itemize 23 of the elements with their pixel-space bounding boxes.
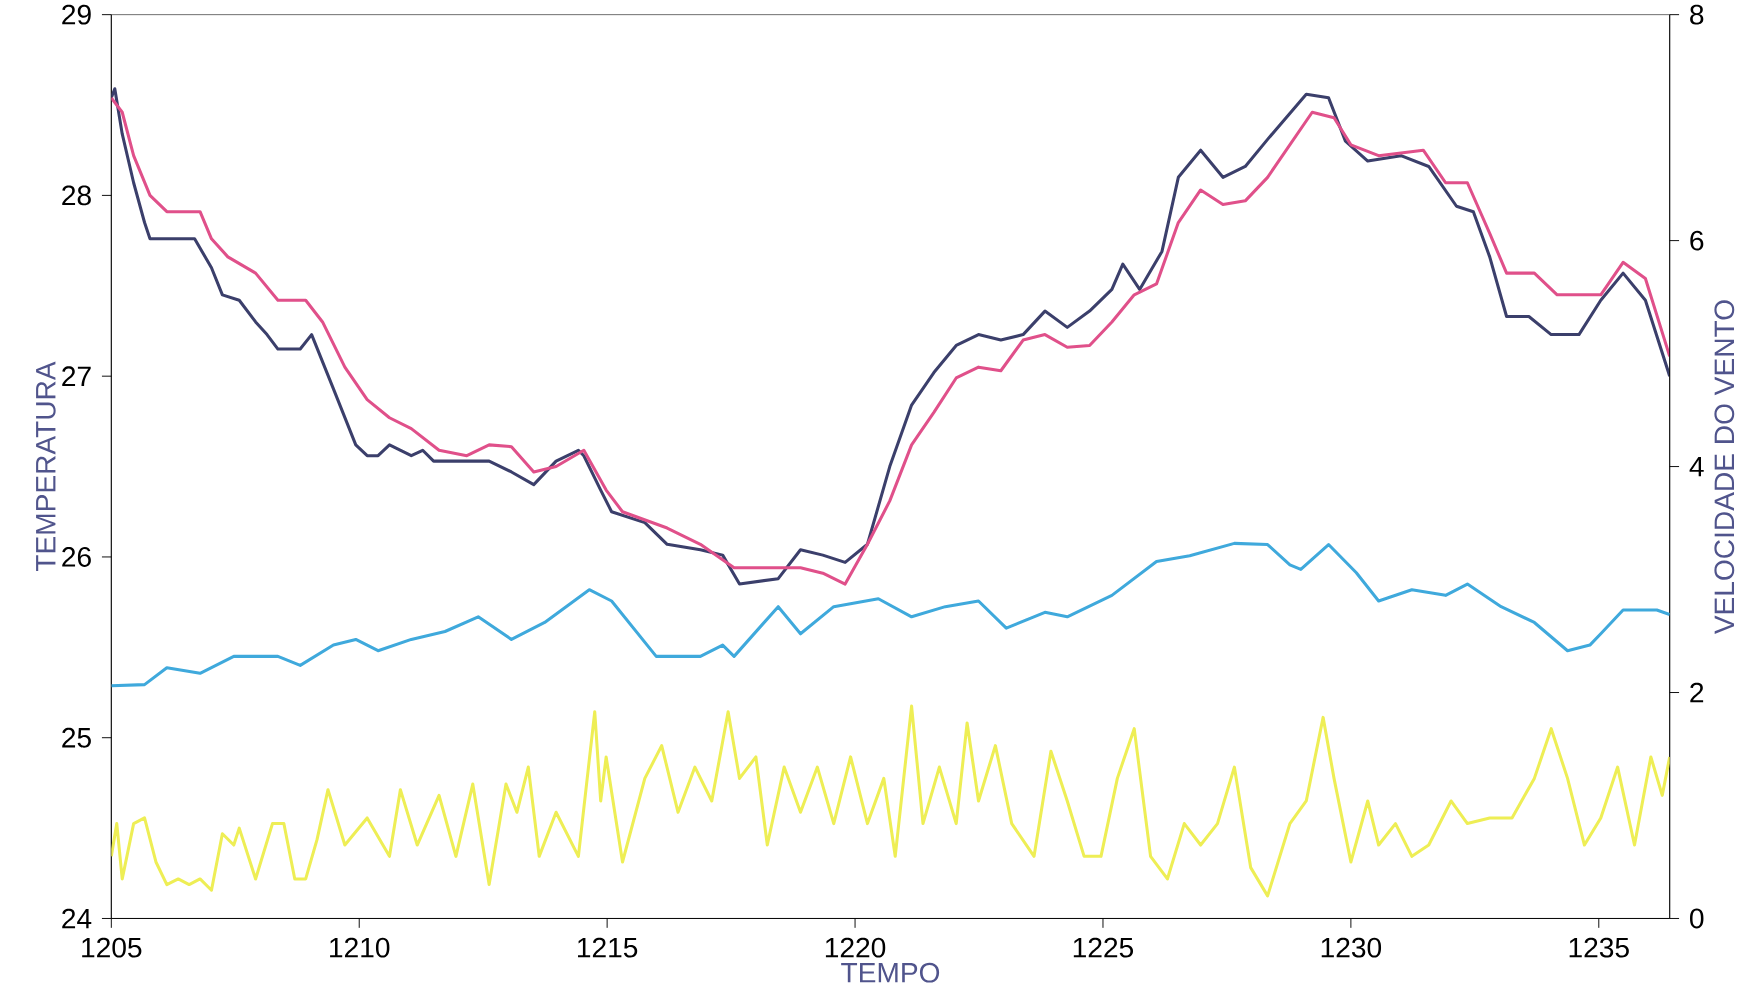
y-axis-title: TEMPERATURA: [36, 361, 56, 572]
x-axis-title: TEMPO: [841, 962, 940, 983]
x-tick-label: 1220: [825, 937, 886, 958]
y2-tick-label: 6: [1690, 230, 1704, 251]
line-series: [111, 704, 1670, 898]
y2-tick-label: 2: [1690, 682, 1704, 703]
line-series: [111, 541, 1670, 688]
y-tick-label: 28: [62, 185, 91, 206]
y2-tick-label: 8: [1690, 4, 1704, 25]
y2-tick-label: 0: [1690, 908, 1704, 929]
y2-axis-title: VELOCIDADE DO VENTO: [1714, 300, 1735, 635]
y-tick-label: 26: [62, 546, 91, 567]
y-tick-label: 25: [62, 727, 91, 748]
y-tick-label: 24: [62, 908, 92, 929]
x-tick-label: 1235: [1569, 937, 1629, 958]
y-tick-label: 29: [62, 4, 91, 25]
x-tick-label: 1210: [330, 937, 390, 958]
y2-tick-label: 4: [1689, 456, 1704, 477]
x-tick-label: 1225: [1073, 937, 1134, 958]
x-tick-label: 1230: [1321, 937, 1382, 958]
y-tick-label: 27: [62, 366, 91, 386]
x-tick-label: 1215: [578, 937, 638, 958]
x-tick-label: 1205: [82, 937, 142, 958]
